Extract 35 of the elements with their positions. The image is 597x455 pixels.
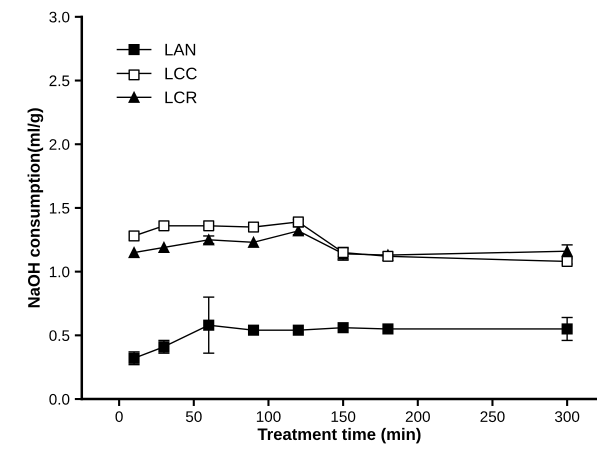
point	[203, 320, 214, 331]
point	[292, 324, 304, 336]
point	[562, 323, 573, 335]
point	[562, 256, 573, 267]
x-tick-label: 150	[332, 411, 356, 422]
x-tick-label: 200	[406, 411, 430, 422]
y-tick-label: 2.0	[50, 139, 70, 150]
point	[158, 220, 170, 232]
point	[382, 323, 394, 335]
y-tick-label: 0.5	[49, 330, 70, 342]
point	[203, 220, 214, 232]
point	[338, 322, 349, 334]
y-axis-title: NaOH consumption(ml/g)	[28, 108, 44, 308]
x-tick-label: 250	[480, 411, 505, 422]
x-tick-label: 50	[186, 411, 202, 422]
point	[248, 324, 260, 336]
y-tick-label: 1.5	[50, 202, 70, 214]
point	[128, 230, 140, 242]
legend-label: LCC	[165, 68, 197, 80]
legend-label: LCR	[165, 91, 197, 104]
point	[128, 246, 140, 258]
point	[292, 216, 304, 228]
y-tick-label: 2.5	[50, 75, 70, 86]
y-tick-label: 0.0	[49, 394, 70, 405]
y-tick-label: 1.0	[50, 266, 70, 278]
x-axis-title: Treatment time (min)	[258, 428, 421, 444]
legend-label: LAN	[165, 44, 196, 56]
point	[562, 246, 573, 257]
x-tick-label: 300	[554, 411, 580, 422]
y-tick-label: 3.0	[49, 12, 70, 23]
point	[248, 221, 260, 233]
x-tick-label: 100	[256, 411, 281, 422]
point	[248, 236, 260, 248]
x-tick-label: 0	[115, 411, 123, 422]
point	[158, 242, 170, 253]
